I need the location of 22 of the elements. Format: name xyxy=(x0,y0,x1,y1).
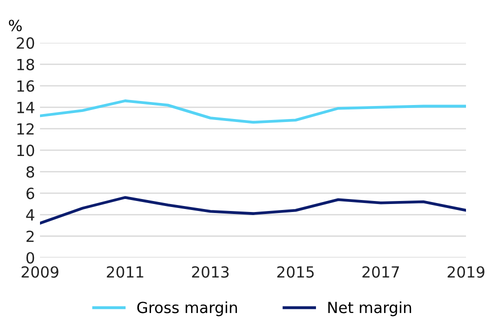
y-tick-label: 14 xyxy=(17,102,34,114)
x-tick-label: 2015 xyxy=(277,266,314,278)
y-tick-label: 10 xyxy=(17,144,34,156)
y-tick-label: 18 xyxy=(17,58,34,70)
x-tick-label: 2011 xyxy=(106,266,144,278)
y-tick-label: 6 xyxy=(26,188,34,200)
y-tick-label: 20 xyxy=(16,37,34,49)
y-tick-label: 2 xyxy=(26,230,34,242)
y-tick-label: 4 xyxy=(26,209,34,220)
x-tick-label: 2017 xyxy=(362,266,399,278)
x-tick-label: 2013 xyxy=(192,266,229,278)
x-tick-label: 2009 xyxy=(22,266,58,278)
y-tick-label: 0 xyxy=(26,252,34,264)
line-series xyxy=(40,99,466,124)
y-tick-label: 8 xyxy=(26,166,34,178)
x-tick-label: 2019 xyxy=(448,266,484,278)
y-tick-label: 16 xyxy=(17,80,34,92)
legend-label: Gross margin xyxy=(137,301,237,316)
y-axis-title: % xyxy=(8,20,22,32)
y-tick-label: 12 xyxy=(17,123,34,135)
line-series xyxy=(40,196,466,225)
legend-label: Net margin xyxy=(328,301,412,316)
